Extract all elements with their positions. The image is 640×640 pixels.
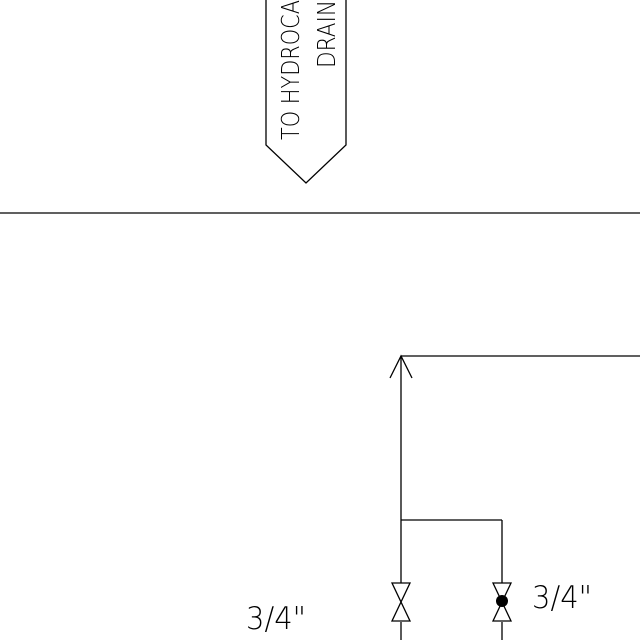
ball-valve-ball	[496, 595, 508, 607]
gate-valve-icon	[390, 582, 412, 622]
ball-valve-icon	[491, 582, 513, 622]
pipe-size-label-left: 3/4"	[246, 601, 306, 637]
gate-valve-body	[390, 582, 412, 622]
ball-valve-body	[491, 582, 513, 622]
offpage-connector-outline	[265, 0, 347, 184]
connector-label-line2: DRAIN	[312, 0, 341, 68]
pipe-size-label-right: 3/4"	[532, 580, 592, 616]
pipe-run	[389, 354, 640, 640]
offpage-connector: TO HYDROCA DRAIN	[265, 0, 347, 184]
connector-label-line1: TO HYDROCA	[276, 0, 305, 140]
flow-arrow-icon	[389, 354, 413, 379]
